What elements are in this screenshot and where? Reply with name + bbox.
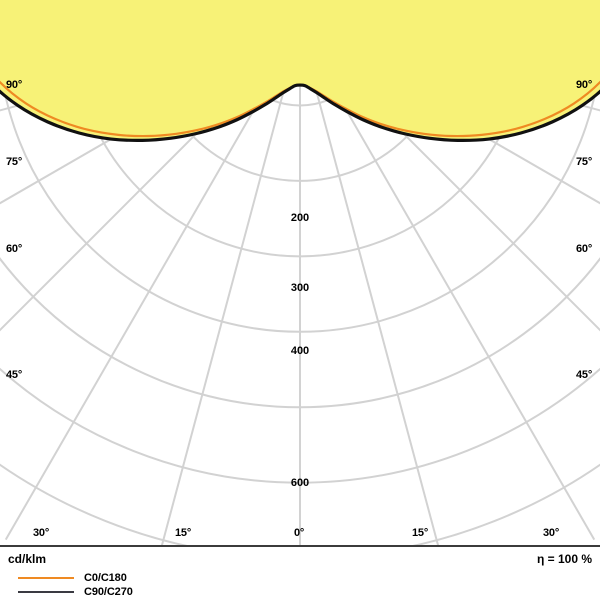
legend: C0/C180 C90/C270 [18,571,133,599]
angle-label-left-1: 75° [6,156,23,168]
grid-ray-330 [4,29,301,541]
legend-item-1: C90/C270 [18,585,133,599]
efficiency-label: η = 100 % [536,552,592,566]
grid-ray-30 [299,29,596,541]
angle-label-bottom-0: 15° [175,527,192,539]
legend-label-1: C90/C270 [84,586,133,598]
radial-value-label-200: 200 [290,212,310,224]
distribution-fill [0,0,600,141]
grid-ray-345 [160,29,301,546]
legend-item-0: C0/C180 [18,571,133,585]
angle-label-right-3: 45° [576,369,593,381]
angle-label-right-2: 60° [576,243,593,255]
angle-label-bottom-1: 0° [294,527,305,539]
radial-value-label-600: 600 [290,477,310,489]
angle-label-left-3: 45° [6,369,23,381]
grid-ray-15 [299,29,440,546]
legend-swatch-0 [18,577,74,579]
plot-bottom-border [0,545,600,547]
radial-value-label-400: 400 [290,345,310,357]
unit-label: cd/klm [8,552,47,566]
angle-label-left-0: 90° [6,79,23,91]
angle-label-right-4: 30° [543,527,560,539]
legend-label-0: C0/C180 [84,572,127,584]
angle-label-left-4: 30° [33,527,50,539]
angle-label-left-2: 60° [6,243,23,255]
angle-label-right-1: 75° [576,156,593,168]
legend-swatch-1 [18,591,74,593]
chart-footer: cd/klm η = 100 % C0/C180 C90/C270 [0,547,600,600]
angle-label-right-0: 90° [576,79,593,91]
plot-area: 90° 75° 60° 45° 30° 90° 75° 60° 45° 30° 15° 0° 15° 2… [0,0,600,546]
radial-value-label-300: 300 [290,282,310,294]
curve-c90-c270 [0,83,600,142]
polar-grid-and-curves [0,0,600,546]
angle-label-bottom-2: 15° [412,527,429,539]
